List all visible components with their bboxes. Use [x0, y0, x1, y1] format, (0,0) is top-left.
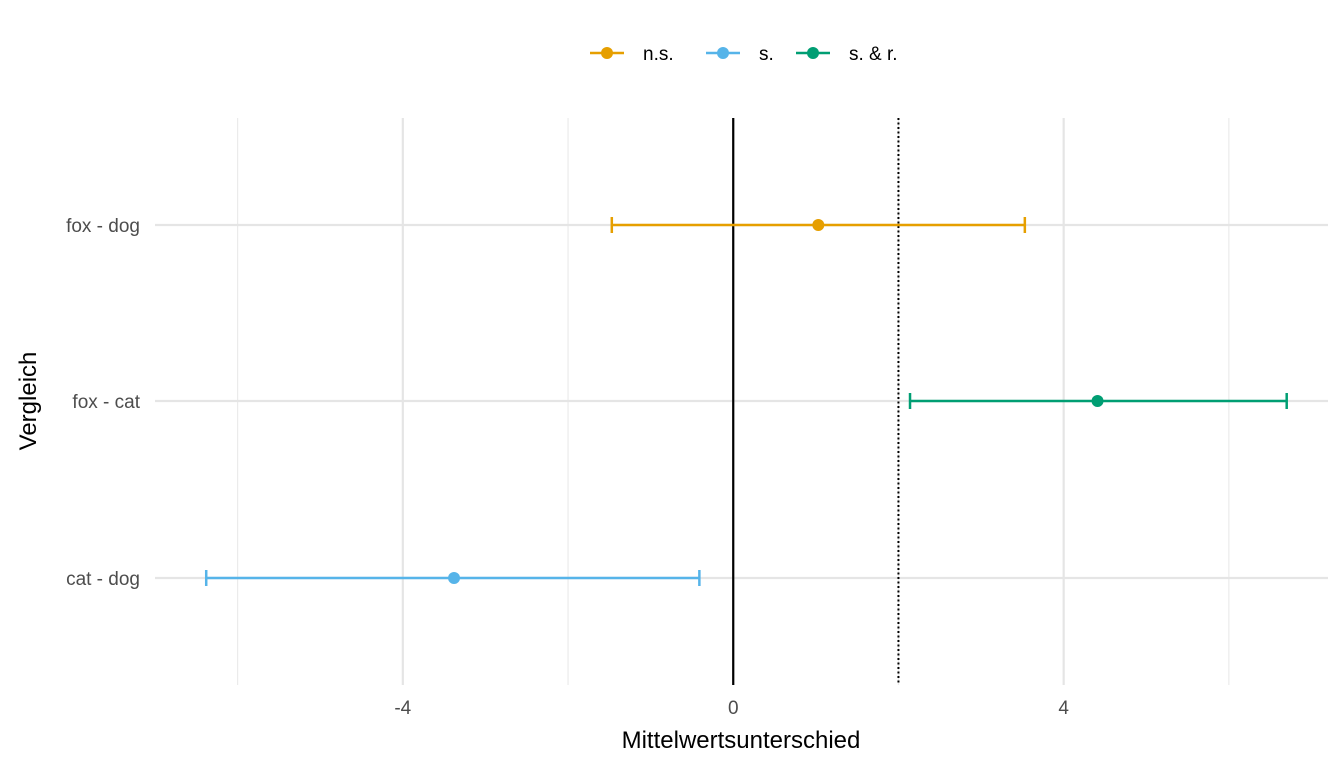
x-axis-tick-labels: -4 0 4: [394, 698, 1069, 719]
y-tick-label: cat - dog: [66, 569, 140, 590]
y-axis-title: Vergleich: [15, 352, 42, 451]
x-tick-label: -4: [394, 698, 411, 719]
legend-key-point: [807, 47, 819, 59]
data-marks: [204, 217, 1288, 586]
estimate-point: [448, 572, 461, 584]
x-tick-label: 4: [1058, 698, 1069, 719]
y-tick-label: fox - dog: [66, 216, 140, 237]
y-tick-label: fox - cat: [72, 392, 140, 413]
legend-key-point: [601, 47, 613, 59]
legend-label: s.: [759, 44, 774, 65]
legend-key-point: [717, 47, 729, 59]
x-axis-title: Mittelwertsunterschied: [622, 727, 861, 754]
y-axis-tick-labels: fox - dog fox - cat cat - dog: [66, 216, 141, 590]
legend: n.s. s. s. & r.: [590, 44, 898, 65]
reference-lines: [732, 118, 900, 685]
estimate-point: [812, 219, 825, 231]
x-tick-label: 0: [728, 698, 739, 719]
estimate-point: [1091, 395, 1104, 407]
legend-label: s. & r.: [849, 44, 898, 65]
legend-label: n.s.: [643, 44, 674, 65]
